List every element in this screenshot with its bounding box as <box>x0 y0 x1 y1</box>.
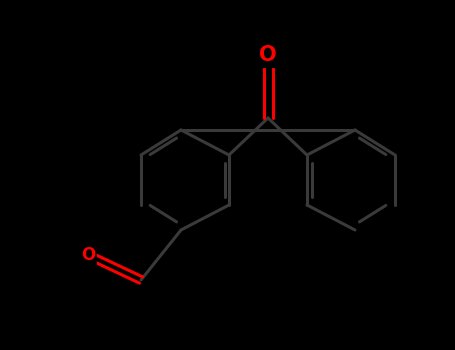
Text: O: O <box>81 246 95 264</box>
Text: O: O <box>259 45 277 65</box>
